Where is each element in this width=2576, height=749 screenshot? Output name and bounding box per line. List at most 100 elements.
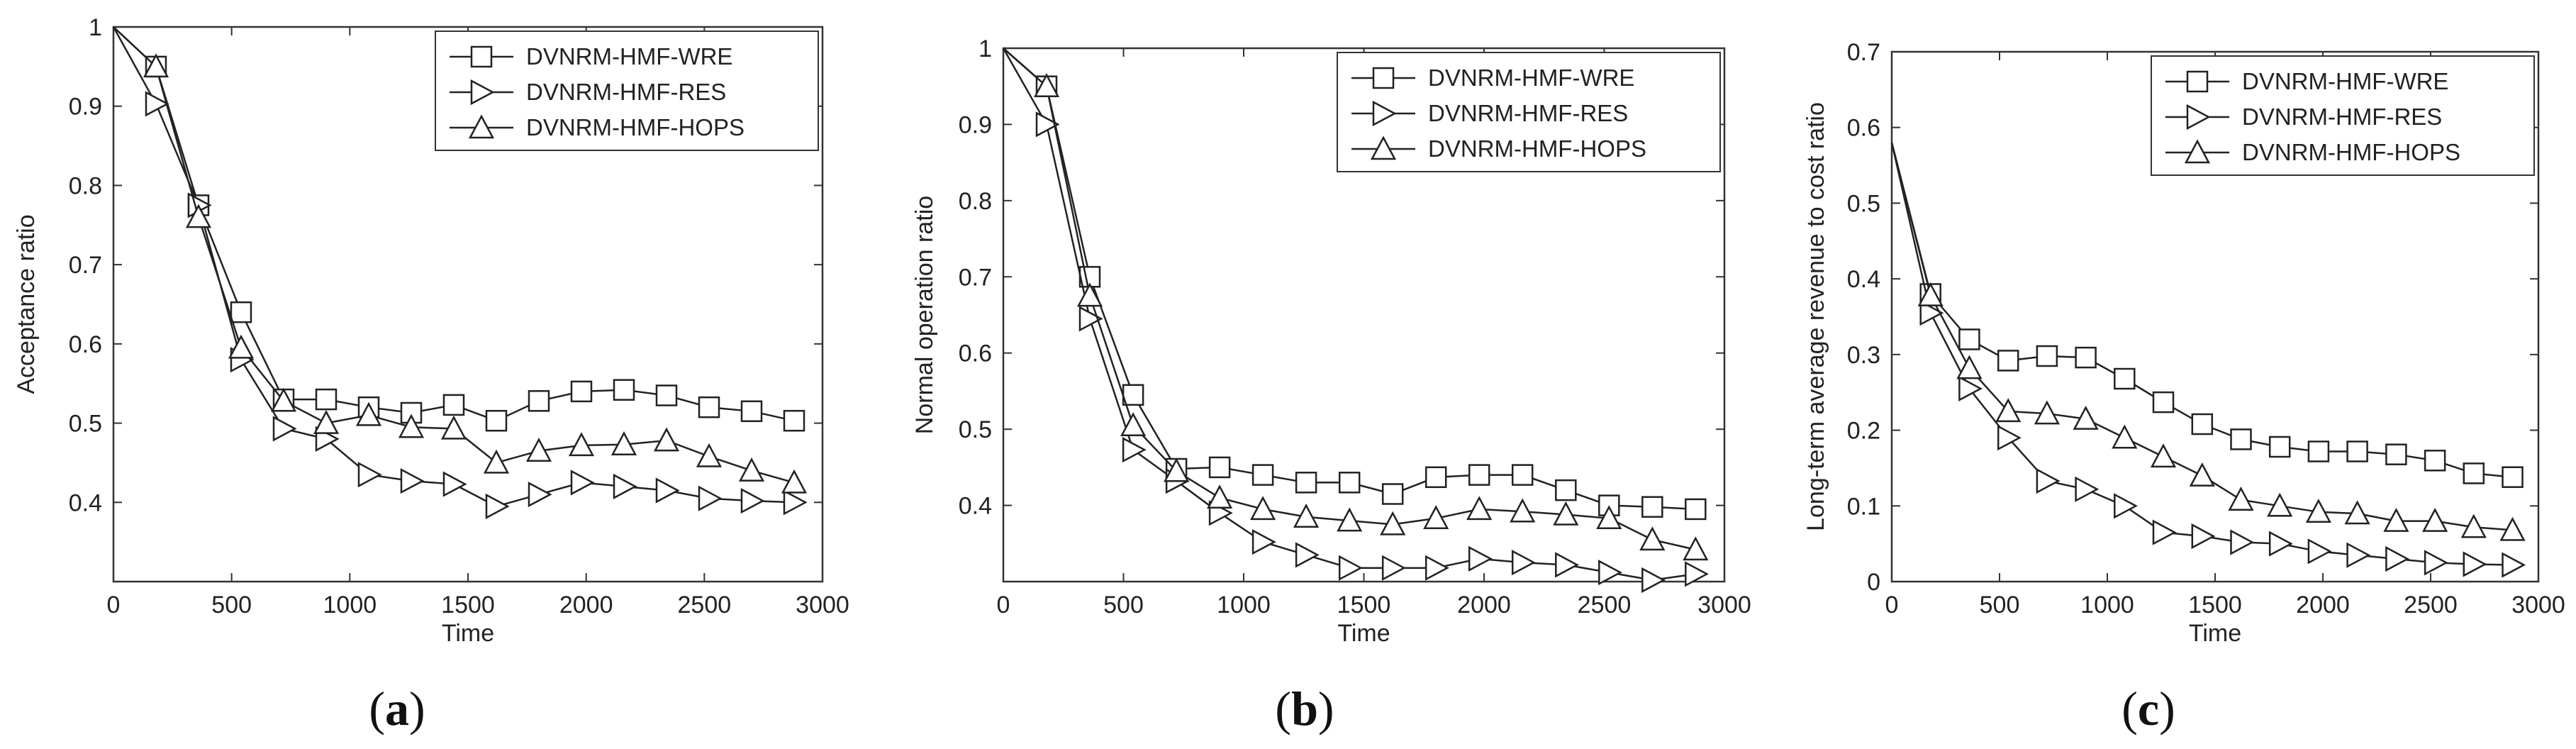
x-tick-label: 1500	[1337, 592, 1391, 618]
y-tick-label: 0.5	[69, 411, 102, 438]
data-point-triangle-up	[781, 469, 808, 494]
data-point-triangle-up	[2150, 443, 2177, 468]
x-axis-title: Time	[2189, 620, 2241, 647]
data-point-triangle-up	[1293, 504, 1320, 528]
data-point-square	[2346, 440, 2368, 462]
data-point-square	[2385, 443, 2407, 465]
data-point-triangle-up	[1164, 457, 1190, 482]
data-point-triangle-up	[143, 53, 169, 78]
data-point-square	[2114, 367, 2136, 390]
data-point-triangle-up	[270, 387, 297, 412]
data-point-triangle-up	[738, 457, 765, 482]
data-point-triangle-up	[228, 334, 255, 359]
x-tick-label: 2500	[678, 592, 732, 618]
legend-entry-label: DVNRM-HMF-RES	[526, 79, 726, 105]
data-point-triangle-up	[2112, 424, 2138, 449]
data-point-square	[2036, 345, 2058, 367]
data-point-triangle-right	[272, 416, 297, 442]
data-point-triangle-up	[440, 415, 467, 440]
legend-entry-label: DVNRM-HMF-RES	[2242, 104, 2442, 130]
data-point-triangle-right	[2230, 529, 2255, 555]
x-tick-label: 0	[1885, 592, 1899, 618]
y-tick-label: 0	[1867, 569, 1880, 596]
x-tick-label: 2500	[2404, 592, 2458, 618]
y-tick-label: 0.4	[69, 489, 102, 516]
y-tick-label: 0.8	[959, 188, 992, 215]
data-point-triangle-right	[783, 489, 808, 516]
chart-panel-a: 0 500 1000 1500 2000 2500 3000 0.4 0.5 0.6 0.7 0.8 0…	[13, 14, 849, 736]
data-point-triangle-up	[2189, 462, 2215, 487]
y-tick-label: 0.5	[1847, 190, 1880, 217]
data-point-square	[570, 380, 593, 403]
data-point-triangle-right	[1555, 552, 1579, 578]
data-point-triangle-up	[1076, 282, 1103, 307]
data-point-square	[613, 379, 635, 401]
data-point-square	[1295, 472, 1317, 494]
data-point-square	[528, 390, 550, 412]
data-point-triangle-up	[2383, 507, 2409, 532]
data-point-triangle-right	[400, 468, 425, 494]
legend-marker-triangle-right	[470, 79, 495, 106]
data-point-triangle-right	[1078, 306, 1103, 332]
data-point-triangle-up	[1596, 505, 1622, 530]
y-tick-label: 1	[978, 35, 992, 62]
data-point-square	[2502, 466, 2524, 488]
data-point-square	[2191, 413, 2214, 435]
legend-entry-label: DVNRM-HMF-WRE	[2242, 68, 2448, 94]
y-tick-label: 0.5	[959, 416, 992, 443]
y-tick-label: 0.8	[69, 172, 102, 199]
data-point-triangle-right	[1685, 561, 1709, 587]
legend-entry-label: DVNRM-HMF-HOPS	[1428, 135, 1646, 162]
data-point-triangle-right	[442, 471, 467, 497]
data-point-triangle-up	[1995, 398, 2022, 423]
data-point-triangle-right	[1958, 375, 1983, 401]
data-point-square	[1208, 456, 1231, 479]
data-point-square	[655, 384, 678, 406]
data-point-square	[1685, 498, 1707, 521]
x-tick-label: 500	[1980, 592, 2020, 618]
data-point-triangle-up	[1207, 484, 1233, 509]
data-point-triangle-up	[1553, 501, 1579, 526]
y-tick-label: 0.7	[1847, 39, 1880, 66]
legend-marker-triangle-right	[1372, 100, 1397, 127]
data-point-triangle-right	[2424, 550, 2448, 576]
x-tick-label: 1000	[2080, 592, 2134, 618]
x-tick-label: 3000	[1697, 592, 1751, 618]
legend-marker-square	[470, 45, 493, 68]
data-point-square	[1997, 350, 2019, 372]
y-tick-label: 0.9	[69, 94, 102, 121]
legend-marker-triangle-up	[1370, 135, 1397, 160]
data-point-triangle-right	[2463, 551, 2487, 577]
data-point-square	[2268, 435, 2291, 458]
legend-entry-label: DVNRM-HMF-WRE	[1428, 65, 1634, 91]
panel-caption: (c)	[2121, 682, 2175, 736]
data-point-triangle-up	[398, 414, 425, 438]
data-point-triangle-right	[2346, 542, 2371, 568]
y-axis-title: Normal operation ratio	[911, 196, 938, 434]
data-point-square	[783, 409, 805, 432]
y-tick-label: 0.7	[959, 264, 992, 291]
data-point-square	[1641, 496, 1663, 518]
legend-marker-triangle-up	[468, 114, 495, 139]
data-point-triangle-up	[483, 449, 510, 474]
data-point-square	[740, 400, 763, 423]
data-point-triangle-up	[610, 431, 637, 455]
data-point-triangle-right	[740, 488, 765, 514]
data-point-triangle-up	[2305, 499, 2331, 523]
legend-entry-label: DVNRM-HMF-RES	[1428, 100, 1628, 126]
panel-caption: (a)	[369, 682, 425, 736]
data-point-triangle-up	[568, 432, 595, 457]
data-point-triangle-right	[528, 482, 552, 508]
data-point-triangle-right	[2152, 519, 2177, 545]
y-tick-label: 0.4	[959, 493, 992, 520]
chart-panel-b: 0 500 1000 1500 2000 2500 3000 0.4 0.5 0.6 0.7 0.8 0…	[911, 35, 1751, 736]
data-point-triangle-up	[1639, 526, 1666, 551]
data-point-square	[2152, 391, 2175, 414]
y-tick-label: 1	[89, 14, 102, 41]
data-point-triangle-right	[1251, 529, 1276, 555]
x-tick-label: 2000	[559, 592, 613, 618]
data-point-triangle-up	[1423, 505, 1449, 530]
y-axis-title: Acceptance ratio	[13, 214, 40, 394]
data-point-triangle-right	[2502, 552, 2526, 578]
y-tick-label: 0.2	[1847, 418, 1880, 445]
